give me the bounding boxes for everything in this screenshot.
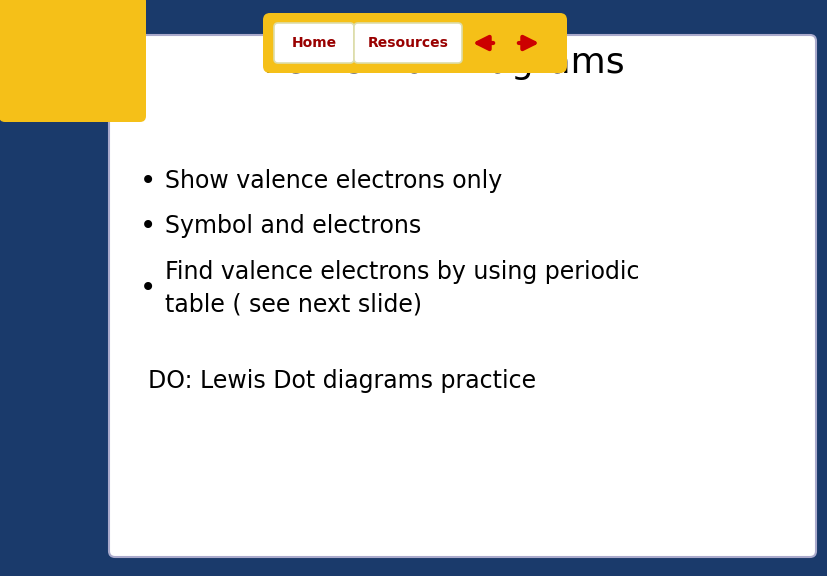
Text: •: •	[140, 274, 156, 302]
Text: •: •	[140, 212, 156, 240]
FancyBboxPatch shape	[263, 13, 566, 73]
FancyBboxPatch shape	[0, 0, 146, 122]
Text: DO: Lewis Dot diagrams practice: DO: Lewis Dot diagrams practice	[148, 369, 535, 393]
Text: •: •	[140, 167, 156, 195]
FancyBboxPatch shape	[354, 23, 461, 63]
Text: Show valence electrons only: Show valence electrons only	[165, 169, 502, 193]
Text: Symbol and electrons: Symbol and electrons	[165, 214, 421, 238]
FancyBboxPatch shape	[274, 23, 354, 63]
FancyBboxPatch shape	[109, 35, 815, 557]
Text: Lewis Dot Diagrams: Lewis Dot Diagrams	[263, 46, 624, 80]
Text: Resources: Resources	[367, 36, 448, 50]
Text: Home: Home	[291, 36, 336, 50]
Text: Find valence electrons by using periodic
table ( see next slide): Find valence electrons by using periodic…	[165, 260, 638, 316]
